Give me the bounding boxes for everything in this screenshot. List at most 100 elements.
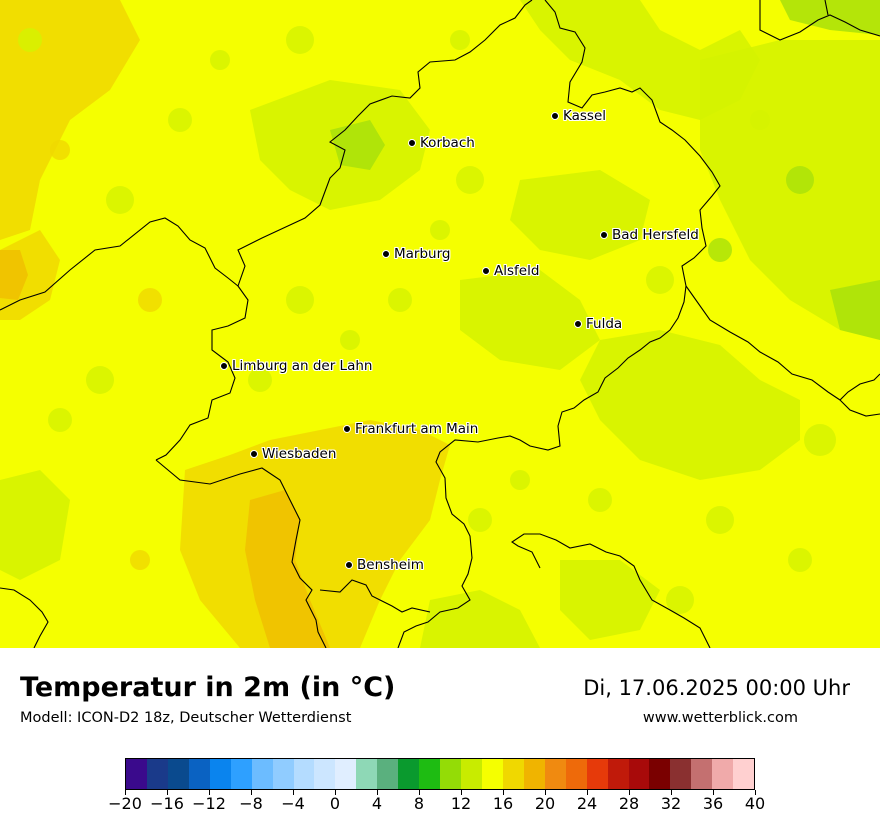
city-label: Alsfeld [494, 263, 540, 279]
city-label: Bensheim [357, 557, 424, 573]
southwest-border [0, 587, 49, 648]
hesse-border [0, 0, 721, 648]
colorbar-segment [293, 759, 315, 789]
city-bensheim: Bensheim [345, 557, 424, 573]
colorbar-tick-mark [503, 790, 504, 795]
temperature-patch [580, 330, 800, 480]
temperature-speckle [588, 488, 612, 512]
colorbar-segment [126, 759, 147, 789]
hesse-border-southeast [511, 533, 711, 648]
temperature-patch [0, 470, 70, 580]
temperature-patch [510, 170, 650, 260]
model-subtitle: Modell: ICON-D2 18z, Deutscher Wetterdie… [20, 710, 352, 726]
temperature-patch [560, 560, 660, 640]
hesse-border-west-south [155, 285, 327, 648]
colorbar-segment [649, 759, 671, 789]
city-korbach: Korbach [408, 135, 475, 151]
colorbar-segment [398, 759, 420, 789]
temperature-patch [0, 0, 140, 240]
colorbar-tick-label: −8 [239, 794, 263, 813]
colorbar-segment [565, 759, 587, 789]
temperature-speckle [450, 30, 470, 50]
city-label: Kassel [563, 108, 607, 124]
colorbar-segment [419, 759, 441, 789]
city-dot-icon [574, 320, 582, 328]
website-label: www.wetterblick.com [642, 710, 798, 726]
temperature-map: Kassel Korbach Bad Hersfeld Marburg Alsf… [0, 0, 880, 648]
colorbar-tick-mark [713, 790, 714, 795]
colorbar-segment [502, 759, 524, 789]
colorbar-tick-label: −20 [108, 794, 142, 813]
colorbar-segment [461, 759, 482, 789]
colorbar-tick-mark [335, 790, 336, 795]
colorbar-tick-mark [755, 790, 756, 795]
colorbar-segment [440, 759, 461, 789]
colorbar-segment [670, 759, 692, 789]
colorbar-segment [377, 759, 399, 789]
temperature-speckle [708, 238, 732, 262]
temperature-speckle [50, 140, 70, 160]
colorbar-tick-mark [545, 790, 546, 795]
colorbar-segment [230, 759, 252, 789]
colorbar-tick-label: 28 [618, 794, 640, 813]
colorbar-segment [586, 759, 608, 789]
temperature-speckle [804, 424, 836, 456]
map-title: Temperatur in 2m (in °C) [20, 672, 396, 703]
temperature-speckle [286, 286, 314, 314]
temperature-colorbar [125, 758, 755, 790]
temperature-patch [830, 280, 880, 340]
temperature-speckle [48, 408, 72, 432]
city-bad-hersfeld: Bad Hersfeld [600, 227, 699, 243]
colorbar-segment [544, 759, 566, 789]
city-label: Korbach [420, 135, 475, 151]
city-dot-icon [408, 139, 416, 147]
colorbar-segment [523, 759, 545, 789]
city-dot-icon [250, 450, 258, 458]
colorbar-segment [712, 759, 734, 789]
temperature-patch [0, 250, 28, 300]
temperature-speckle [106, 186, 134, 214]
city-marburg: Marburg [382, 246, 450, 262]
temperature-speckle [86, 366, 114, 394]
northeast-border [759, 0, 880, 41]
colorbar-tick-label: 24 [576, 794, 598, 813]
colorbar-tick-mark [629, 790, 630, 795]
temperature-speckle [248, 368, 272, 392]
city-dot-icon [345, 561, 353, 569]
city-label: Marburg [394, 246, 451, 262]
colorbar-tick-mark [587, 790, 588, 795]
city-kassel: Kassel [551, 108, 606, 124]
colorbar-tick-mark [209, 790, 210, 795]
temperature-speckle [646, 266, 674, 294]
city-alsfeld: Alsfeld [482, 263, 539, 279]
temperature-speckle [168, 108, 192, 132]
colorbar-segment [188, 759, 210, 789]
colorbar-segment [314, 759, 336, 789]
colorbar-segment [628, 759, 650, 789]
colorbar-segment [251, 759, 273, 789]
temperature-patch [460, 270, 600, 370]
city-dot-icon [551, 112, 559, 120]
colorbar-tick-label: 32 [660, 794, 682, 813]
temperature-speckle [456, 166, 484, 194]
temperature-patch [700, 40, 880, 340]
colorbar-tick-label: 0 [329, 794, 341, 813]
temperature-patch [180, 420, 450, 648]
city-label: Frankfurt am Main [355, 421, 479, 437]
colorbar-segment [733, 759, 755, 789]
temperature-speckle [788, 548, 812, 572]
map-footer: Temperatur in 2m (in °C) Modell: ICON-D2… [0, 648, 880, 830]
colorbar-segment [607, 759, 629, 789]
city-dot-icon [382, 250, 390, 258]
colorbar-tick-mark [377, 790, 378, 795]
colorbar-segment [691, 759, 713, 789]
city-dot-icon [220, 362, 228, 370]
colorbar-segment [209, 759, 231, 789]
temperature-speckle [18, 28, 42, 52]
colorbar-segment [481, 759, 503, 789]
colorbar-segment [167, 759, 189, 789]
temperature-speckle [138, 288, 162, 312]
map-canvas [0, 0, 880, 648]
colorbar-tick-mark [419, 790, 420, 795]
city-frankfurt: Frankfurt am Main [343, 421, 478, 437]
